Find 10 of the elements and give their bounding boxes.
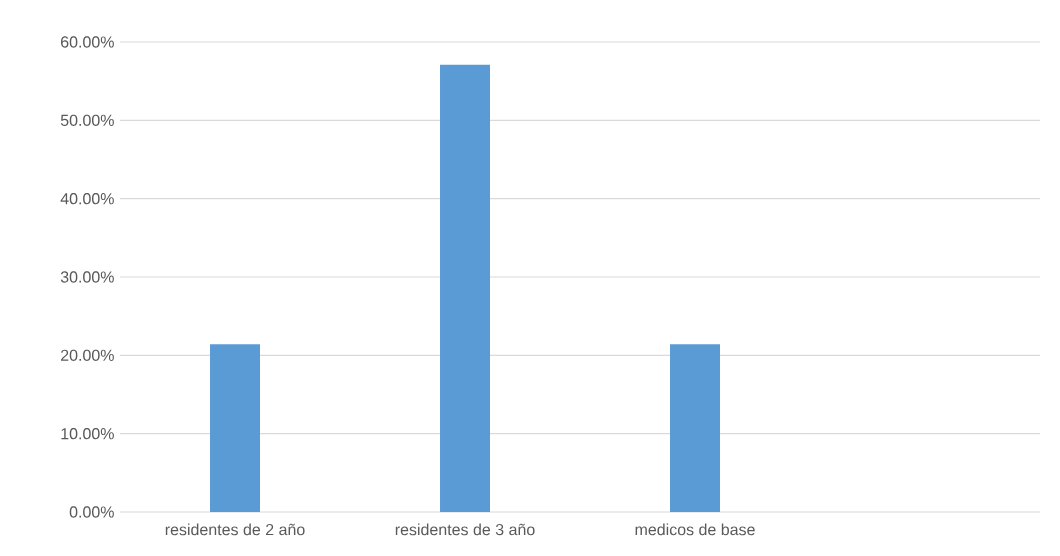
y-tick-label: 20.00% xyxy=(61,349,114,361)
x-tick-label: residentes de 3 año xyxy=(395,523,535,536)
y-tick-label: 10.00% xyxy=(61,427,114,440)
y-tick-label: 0.00% xyxy=(69,506,114,518)
y-tick-label: 50.00% xyxy=(60,114,114,126)
x-tick-label: medicos de base xyxy=(635,523,755,536)
y-tick-label: 30.00% xyxy=(60,271,114,283)
x-tick-label: residentes de 2 año xyxy=(165,523,305,536)
y-tick-label: 60.00% xyxy=(61,36,114,48)
y-tick-label: 40.00% xyxy=(60,192,114,205)
